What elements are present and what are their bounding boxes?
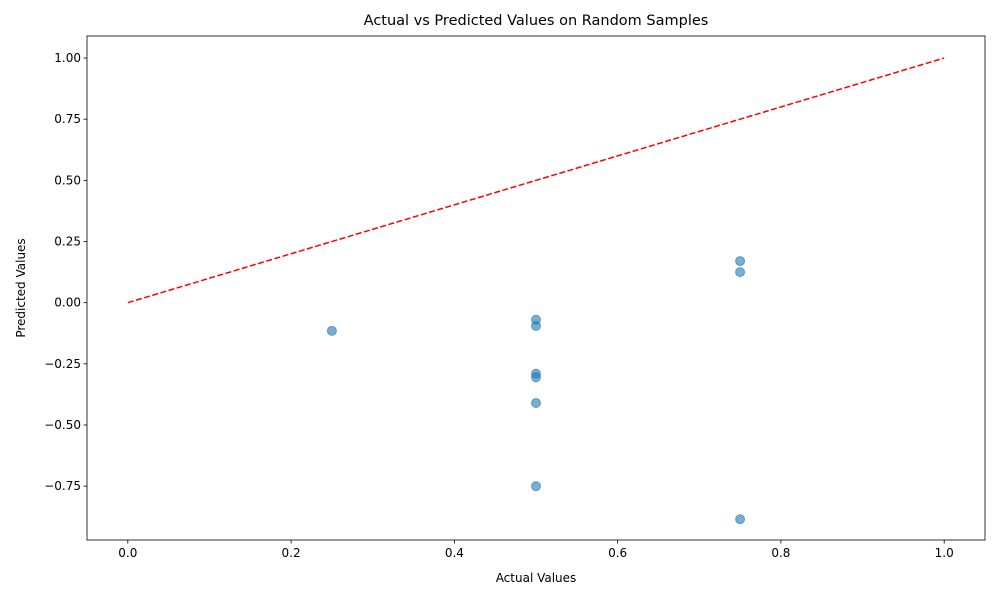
scatter-point-0 <box>326 325 337 336</box>
x-axis-title: Actual Values <box>496 571 577 585</box>
x-tick-label: 0.6 <box>608 546 627 560</box>
scatter-point-9 <box>735 514 746 525</box>
y-tick-label: −0.75 <box>44 479 81 493</box>
axes-frame <box>86 35 986 541</box>
y-tick-label: −0.25 <box>44 357 81 371</box>
scatter-point-5 <box>531 397 541 408</box>
reference-line <box>127 57 945 304</box>
y-tick-label: 1.00 <box>54 51 81 65</box>
axes: 0.0 0.2 0.4 0.6 0.8 1.0 −0.75 −0.50 −0.25 0.00 0.2… <box>44 35 986 560</box>
plot-area <box>127 57 945 525</box>
y-tick-label: 0.00 <box>54 296 81 310</box>
scatter-point-8 <box>735 267 746 278</box>
x-tick-label: 0.2 <box>282 546 301 560</box>
scatter-point-4 <box>531 372 541 383</box>
scatter-point-6 <box>531 481 541 492</box>
y-axis-title: Predicted Values <box>14 238 28 337</box>
y-tick-label: 0.75 <box>54 112 81 126</box>
x-tick-label: 0.4 <box>445 546 464 560</box>
x-tick-label: 0.8 <box>771 546 790 560</box>
chart-title: Actual vs Predicted Values on Random Sam… <box>364 13 709 29</box>
y-tick-label: 0.25 <box>54 235 81 249</box>
y-tick-label: −0.50 <box>44 418 81 432</box>
x-tick-label: 0.0 <box>118 546 137 560</box>
x-tick-label: 1.0 <box>935 546 954 560</box>
scatter-point-7 <box>735 256 746 267</box>
y-tick-label: 0.50 <box>54 173 81 187</box>
scatter-point-2 <box>531 320 541 331</box>
